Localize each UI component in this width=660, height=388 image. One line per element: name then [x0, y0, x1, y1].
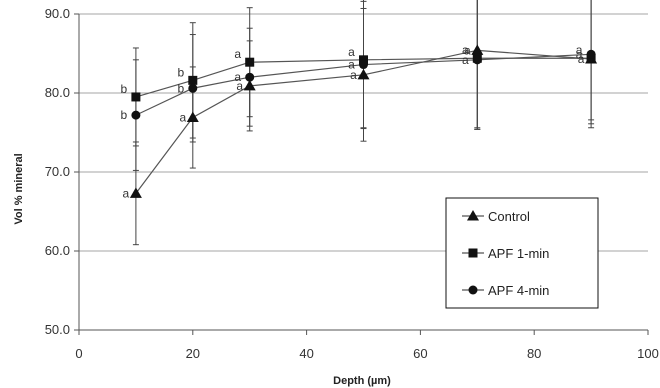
data-point-apf-4-min — [188, 83, 198, 93]
x-tick-label: 100 — [637, 346, 659, 361]
significance-label-apf-4-min: b — [121, 108, 128, 122]
significance-label-control: a — [578, 52, 585, 66]
data-point-apf-4-min — [245, 72, 255, 82]
legend-label-control: Control — [488, 209, 530, 224]
significance-label-apf-1-min: b — [177, 65, 184, 79]
axes — [74, 13, 649, 335]
legend-marker-control — [467, 210, 479, 221]
data-point-control — [129, 187, 142, 198]
x-tick-label: 0 — [75, 346, 82, 361]
significance-label-control: a — [123, 186, 130, 200]
significance-label-control: a — [350, 68, 357, 82]
significance-label-apf-1-min: a — [576, 43, 583, 57]
legend-label-apf-4-min: APF 4-min — [488, 283, 549, 298]
significance-label-apf-4-min: b — [177, 81, 184, 95]
series-line-apf-4-min — [135, 53, 592, 116]
data-point-control — [243, 79, 256, 91]
y-tick-label: 80.0 — [45, 85, 70, 100]
series-line-apf-1-min — [135, 57, 592, 98]
significance-label-control: a — [464, 43, 471, 57]
data-point-control — [357, 68, 370, 80]
data-point-apf-4-min — [472, 55, 482, 65]
data-markers — [129, 44, 598, 198]
series-lines — [135, 49, 592, 194]
data-point-apf-1-min — [131, 92, 141, 102]
significance-label-control: a — [179, 110, 186, 124]
significance-label-apf-1-min: a — [234, 47, 241, 61]
significance-label-apf-4-min: a — [348, 58, 355, 72]
y-axis-title: Vol % mineral — [13, 153, 25, 224]
data-point-apf-1-min — [245, 57, 255, 67]
significance-label-apf-1-min: b — [121, 82, 128, 96]
significance-label-apf-4-min: a — [576, 47, 583, 61]
y-tick-label: 60.0 — [45, 243, 70, 258]
x-tick-label: 20 — [186, 346, 200, 361]
tick-labels: 50.0 60.0 70.0 80.0 90.0 0 20 40 60 80 100 — [45, 6, 659, 361]
series-line-control — [135, 49, 592, 194]
data-point-apf-4-min — [586, 49, 596, 59]
legend-label-apf-1-min: APF 1-min — [488, 246, 549, 261]
significance-label-control: a — [236, 79, 243, 93]
y-tick-label: 90.0 — [45, 6, 70, 21]
data-point-apf-4-min — [131, 110, 141, 120]
x-tick-label: 60 — [413, 346, 427, 361]
y-tick-label: 50.0 — [45, 322, 70, 337]
legend-marker-apf-1-min — [468, 248, 478, 258]
data-point-apf-1-min — [188, 75, 198, 85]
legend-marker-apf-4-min — [468, 285, 478, 295]
significance-label-apf-4-min: a — [234, 70, 241, 84]
significance-label-apf-1-min: a — [348, 45, 355, 59]
data-point-control — [471, 44, 484, 55]
significance-label-apf-1-min: a — [462, 43, 469, 57]
x-tick-label: 40 — [299, 346, 313, 361]
legend: Control APF 1-min APF 4-min — [445, 197, 599, 309]
data-point-apf-4-min — [359, 60, 368, 70]
data-point-control — [186, 111, 199, 122]
x-tick-label: 80 — [527, 346, 541, 361]
y-tick-label: 70.0 — [45, 164, 70, 179]
significance-label-apf-4-min: a — [462, 53, 469, 67]
x-axis-title: Depth (µm) — [333, 375, 391, 387]
data-point-apf-1-min — [359, 55, 368, 65]
